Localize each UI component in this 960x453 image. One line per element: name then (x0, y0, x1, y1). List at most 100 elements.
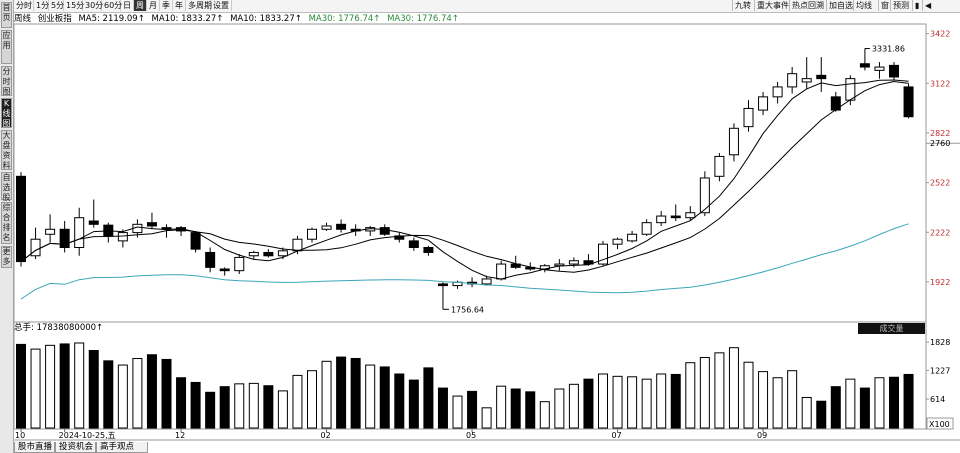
volume-bar (437, 387, 448, 429)
candle-up (728, 127, 739, 156)
volume-bar (568, 383, 579, 429)
volume-bar (307, 370, 317, 429)
candle-up (292, 238, 303, 252)
period-tab-6[interactable]: 日 (121, 0, 134, 11)
candle-up (627, 233, 638, 242)
period-tab-11[interactable]: 多周期 (188, 0, 212, 11)
candle-up (685, 212, 696, 219)
ma10-value-2: MA10: 1833.27↑ (230, 14, 302, 24)
candle-down (190, 232, 201, 250)
volume-bar (772, 377, 783, 429)
period-tab-9[interactable]: 季 (160, 0, 173, 11)
tool-button-2[interactable]: 热点回溯 (789, 0, 826, 11)
volume-bar (874, 377, 885, 429)
period-tab-12[interactable]: 设置 (211, 0, 232, 11)
volume-bar (714, 352, 725, 429)
price-tick-label: 2522 (930, 179, 950, 188)
period-tab-3[interactable]: 15分 (66, 0, 85, 11)
candle-down (859, 63, 870, 68)
left-sidebar: 首页 应用分时图 K线图大盘资料自选股 综合排名更多 (0, 0, 14, 453)
volume-bar (467, 390, 478, 429)
period-tab-4[interactable]: 30分 (85, 0, 104, 11)
back-arrow-icon[interactable]: ◀ (922, 0, 934, 11)
volume-bar (598, 373, 608, 429)
candle-down (670, 215, 681, 219)
candle-up (772, 86, 783, 98)
volume-tick-label: 614 (930, 395, 945, 404)
candle-up (30, 238, 41, 257)
volume-bar (365, 364, 376, 429)
volume-bar (510, 388, 521, 429)
volume-unit-label: X100 (929, 420, 950, 429)
candle-down (583, 260, 594, 265)
tool-button-5[interactable]: 窗 (878, 0, 890, 11)
candle-up (743, 107, 754, 128)
period-tab-2[interactable]: 5分 (51, 0, 65, 11)
period-tab-1[interactable]: 1分 (36, 0, 50, 11)
period-toolbar: 分时 1分 5分 15分 30分 60分日周月季年多周期 设置 九转 重大事件 热点回溯 加自选 均线… (14, 0, 960, 13)
index-name[interactable]: 创业板指 (37, 14, 72, 24)
x-tick-label: 07 (612, 431, 622, 440)
volume-bar (394, 373, 405, 429)
volume-bar (728, 347, 739, 429)
volume-bar (656, 373, 667, 429)
pin-icon[interactable]: ▮ (912, 0, 922, 11)
sidebar-item-5[interactable]: 自选股 (1, 172, 12, 202)
volume-bar (612, 375, 623, 429)
candle-down (816, 74, 827, 80)
ma30-value: MA30: 1776.74↑ (308, 14, 381, 24)
sidebar-item-2[interactable]: 分时图 (1, 66, 12, 96)
candle-up (612, 238, 623, 245)
candle-up (496, 263, 507, 280)
volume-bar (641, 378, 652, 429)
volume-bar (117, 364, 128, 429)
volume-bar (627, 376, 638, 429)
tool-button-0[interactable]: 九转 (732, 0, 754, 11)
tool-button-3[interactable]: 加自选 (826, 0, 853, 11)
bottom-tab-1[interactable]: 投资机会 (55, 442, 96, 453)
sidebar-item-3[interactable]: K线图 (1, 98, 12, 128)
tool-button-4[interactable]: 均线 (853, 0, 878, 11)
volume-bar (277, 390, 288, 429)
volume-tick-label: 1828 (930, 338, 950, 347)
candle-up (321, 225, 332, 230)
candle-down (59, 228, 70, 248)
volume-bar (219, 386, 230, 429)
volume-bar (685, 362, 696, 429)
volume-bar (554, 388, 565, 429)
volume-bar (481, 407, 492, 429)
volume-bar (758, 371, 769, 429)
volume-bar (74, 342, 85, 429)
sidebar-item-1[interactable]: 应用 (1, 30, 12, 64)
sidebar-item-6[interactable]: 综合排名 (1, 202, 12, 244)
candle-up (699, 177, 710, 214)
x-tick-label: 10 (15, 431, 25, 440)
sidebar-item-0[interactable]: 首页 (1, 2, 12, 28)
current-price-label: 2760 (930, 139, 950, 148)
volume-bar (336, 356, 347, 429)
volume-bar (88, 350, 99, 429)
tool-button-1[interactable]: 重大事件 (754, 0, 789, 11)
volume-indicator-tag[interactable]: 成交量 (858, 323, 925, 334)
volume-bar (699, 357, 710, 429)
volume-bar (787, 370, 798, 429)
bottom-tab-0[interactable]: 股市直播 (14, 442, 55, 453)
candle-up (656, 215, 667, 224)
high-label: 3331.86 (872, 45, 905, 54)
sidebar-item-7[interactable]: 更多 (1, 246, 12, 268)
volume-bar (205, 391, 216, 429)
candle-up (787, 73, 798, 88)
period-tab-7[interactable]: 周 (134, 0, 147, 11)
volume-bar (845, 378, 856, 429)
period-tab-10[interactable]: 年 (173, 0, 186, 11)
period-tab-5[interactable]: 60分 (104, 0, 123, 11)
sidebar-item-4[interactable]: 大盘资料 (1, 130, 12, 170)
tool-button-6[interactable]: 预测 (890, 0, 912, 11)
period-tab-8[interactable]: 月 (147, 0, 160, 11)
ma30-value-2: MA30: 1776.74↑ (387, 14, 459, 24)
volume-bar (350, 357, 361, 429)
period-tab-0[interactable]: 分时 (16, 0, 34, 11)
x-tick-label: 02 (321, 431, 331, 440)
bottom-tab-2[interactable]: 高手观点 (96, 442, 148, 453)
